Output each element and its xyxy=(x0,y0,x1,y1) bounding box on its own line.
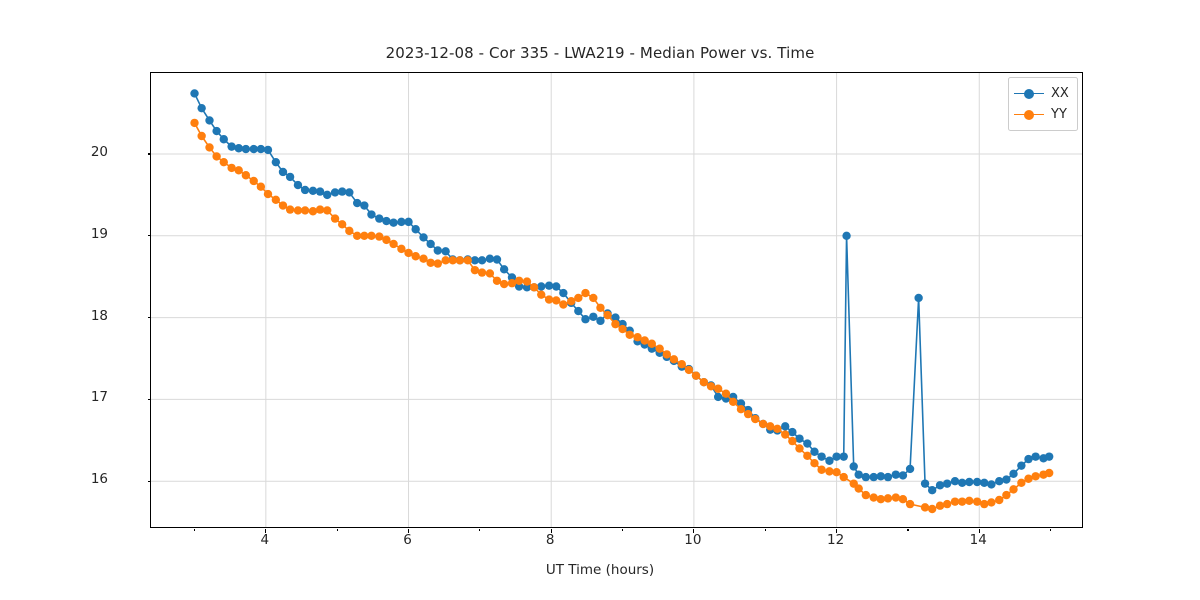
legend-item-yy[interactable]: YY xyxy=(1014,104,1071,125)
x-tick-mark xyxy=(693,529,695,533)
x-tick-mark-minor xyxy=(479,529,481,531)
x-tick-mark xyxy=(265,529,267,533)
x-tick-label: 14 xyxy=(969,532,987,548)
y-tick-label: 16 xyxy=(90,471,108,488)
legend-swatch-yy xyxy=(1014,108,1044,122)
y-tick-mark xyxy=(147,235,151,237)
x-tick-mark-minor xyxy=(336,529,338,531)
x-tick-mark xyxy=(408,529,410,533)
x-tick-mark xyxy=(550,529,552,533)
x-tick-label: 8 xyxy=(545,532,555,548)
x-tick-mark-minor xyxy=(1050,529,1052,531)
plot-canvas xyxy=(151,73,1082,527)
y-tick-mark xyxy=(147,317,151,319)
y-tick-label: 17 xyxy=(90,389,108,406)
legend-label-xx: XX xyxy=(1051,86,1069,101)
x-tick-mark-minor xyxy=(622,529,624,531)
x-tick-mark-minor xyxy=(907,529,909,531)
x-tick-mark-minor xyxy=(764,529,766,531)
y-tick-label: 18 xyxy=(90,307,108,324)
series-markers-yy xyxy=(190,118,1054,514)
x-tick-mark-minor xyxy=(194,529,196,531)
x-tick-label: 12 xyxy=(826,532,845,548)
plot-area xyxy=(147,72,1083,533)
y-tick-label: 19 xyxy=(90,225,108,242)
x-tick-label: 10 xyxy=(684,532,702,548)
legend-item-xx[interactable]: XX xyxy=(1014,83,1071,104)
y-tick-mark xyxy=(147,480,151,482)
chart-legend[interactable]: XX YY xyxy=(1008,77,1078,131)
y-tick-label: 20 xyxy=(90,143,108,160)
x-tick-label: 4 xyxy=(260,532,270,548)
y-tick-mark xyxy=(147,153,151,155)
legend-swatch-xx xyxy=(1014,87,1044,101)
x-tick-mark xyxy=(836,529,838,533)
chart-title: 2023-12-08 - Cor 335 - LWA219 - Median P… xyxy=(385,44,815,62)
y-tick-mark xyxy=(147,398,151,400)
legend-label-yy: YY xyxy=(1051,107,1067,122)
x-axis-label: UT Time (hours) xyxy=(545,562,655,578)
x-tick-mark xyxy=(978,529,980,533)
x-tick-label: 6 xyxy=(403,532,412,548)
